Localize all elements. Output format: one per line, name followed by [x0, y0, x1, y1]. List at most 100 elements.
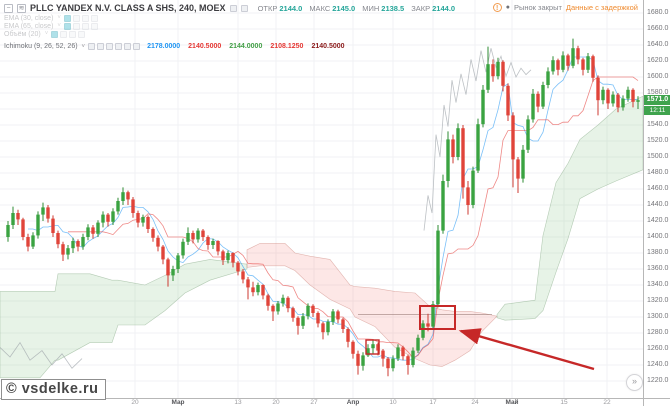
- indicator-action-button[interactable]: [133, 43, 141, 50]
- candle-up: [211, 241, 215, 245]
- time-tick-label: 22: [603, 399, 611, 406]
- indicator-action-button[interactable]: [72, 22, 80, 30]
- candle-down: [506, 85, 510, 116]
- low-label: МИН: [362, 3, 380, 13]
- candle-up: [331, 311, 335, 322]
- candle-up: [636, 100, 640, 102]
- candle-down: [536, 93, 540, 107]
- price-chart-canvas[interactable]: [0, 0, 643, 398]
- indicator-action-button[interactable]: [124, 43, 132, 50]
- candle-up: [541, 85, 545, 107]
- candle-down: [76, 241, 80, 247]
- open-value: 2144.0: [279, 3, 303, 13]
- high-label: МАКС: [309, 3, 331, 13]
- indicator-action-button[interactable]: [106, 43, 114, 50]
- indicator-row-1: EMA (65, close) ˅: [4, 22, 455, 30]
- candle-up: [371, 344, 375, 349]
- candle-up: [71, 241, 75, 249]
- time-tick-label: Апр: [346, 399, 360, 406]
- candle-up: [121, 192, 125, 201]
- warning-icon[interactable]: !: [492, 3, 502, 12]
- time-tick-label: 13: [234, 399, 242, 406]
- time-tick-label: 27: [310, 399, 318, 406]
- candle-up: [416, 337, 420, 351]
- price-tick-label: 1440.0: [647, 201, 669, 208]
- candle-up: [36, 214, 40, 236]
- bar-countdown-tag: 12:11: [644, 105, 670, 116]
- delayed-data-link[interactable]: Данные с задержкой: [565, 3, 638, 12]
- indicator-action-button[interactable]: [69, 30, 77, 38]
- indicator-name[interactable]: Ichimoku (9, 26, 52, 26): [4, 43, 78, 50]
- indicator-action-button[interactable]: [90, 22, 98, 30]
- candle-up: [181, 241, 185, 256]
- candle-up: [396, 347, 400, 359]
- candle-down: [401, 347, 405, 357]
- site-watermark: © vsdelke.ru: [1, 379, 107, 400]
- price-tick-label: 1260.0: [647, 345, 669, 352]
- ichimoku-cloud-green: [496, 95, 643, 321]
- candle-up: [81, 237, 85, 247]
- last-price-tag: 1571.0: [644, 95, 670, 106]
- indicator-action-button[interactable]: [97, 43, 105, 50]
- symbol-title[interactable]: PLLC YANDEX N.V. CLASS A SHS, 240, MOEX: [30, 3, 226, 13]
- candle-down: [291, 308, 295, 318]
- candle-up: [441, 181, 445, 231]
- legend-collapse-icon[interactable]: −: [4, 3, 13, 13]
- candle-down: [311, 305, 315, 313]
- time-axis[interactable]: 20 Мар 13 20 27 Апр 10 17 24 Май 15 22: [0, 398, 643, 406]
- candle-up: [31, 235, 35, 247]
- price-tick-label: 1340.0: [647, 281, 669, 288]
- candle-down: [351, 341, 355, 354]
- indicator-name[interactable]: EMA (30, close): [4, 14, 54, 22]
- indicator-caret-icon: ˅: [81, 43, 86, 50]
- indicator-action-button[interactable]: [78, 30, 86, 38]
- indicator-eye-button[interactable]: [63, 22, 71, 30]
- price-tick-label: 1500.0: [647, 153, 669, 160]
- candle-down: [556, 60, 560, 70]
- candle-down: [501, 61, 505, 86]
- price-tick-label: 1460.0: [647, 185, 669, 192]
- indicator-name[interactable]: Объём (20): [4, 30, 41, 38]
- candle-up: [6, 225, 10, 237]
- candle-up: [11, 213, 15, 225]
- candle-down: [206, 237, 210, 245]
- candle-down: [631, 89, 635, 102]
- candle-up: [551, 60, 555, 72]
- candle-up: [391, 358, 395, 369]
- candle-down: [91, 227, 95, 234]
- candle-up: [196, 230, 200, 240]
- candle-up: [456, 128, 460, 157]
- candle-down: [56, 233, 60, 245]
- price-tick-label: 1620.0: [647, 57, 669, 64]
- candle-up: [361, 355, 365, 366]
- candle-up: [496, 61, 500, 77]
- candle-up: [116, 201, 120, 212]
- price-tick-label: 1240.0: [647, 361, 669, 368]
- candle-up: [621, 98, 625, 108]
- indicator-action-button[interactable]: [115, 43, 123, 50]
- indicator-action-button[interactable]: [81, 14, 89, 22]
- indicator-eye-button[interactable]: [63, 14, 71, 22]
- indicator-eye-button[interactable]: [51, 30, 59, 38]
- indicator-action-button[interactable]: [90, 14, 98, 22]
- ohlc-values: ОТКР 2144.0 МАКС 2145.0 МИН 2138.5 ЗАКР 2144…: [258, 4, 456, 13]
- candle-up: [101, 214, 105, 223]
- indicator-name[interactable]: EMA (65, close): [4, 22, 54, 30]
- indicator-eye-button[interactable]: [88, 43, 96, 50]
- candle-down: [321, 323, 325, 333]
- market-closed-text: Рынок закрыт: [513, 3, 562, 12]
- symbol-quick-button-1[interactable]: [229, 4, 237, 12]
- candle-down: [146, 217, 150, 229]
- candle-up: [86, 227, 90, 237]
- chikou-span-line: [423, 48, 532, 231]
- indicator-action-button[interactable]: [72, 14, 80, 22]
- candle-down: [191, 233, 195, 240]
- chart-type-icon[interactable]: ≋: [17, 3, 26, 13]
- candle-up: [226, 253, 230, 261]
- price-axis[interactable]: 1571.0 12:11 1680.0 1660.0 1640.0 1620.0 160…: [643, 0, 670, 398]
- candle-up: [141, 217, 145, 223]
- symbol-quick-button-2[interactable]: [240, 4, 248, 12]
- indicator-action-button[interactable]: [60, 30, 68, 38]
- scroll-right-button[interactable]: »: [626, 374, 643, 391]
- indicator-action-button[interactable]: [81, 22, 89, 30]
